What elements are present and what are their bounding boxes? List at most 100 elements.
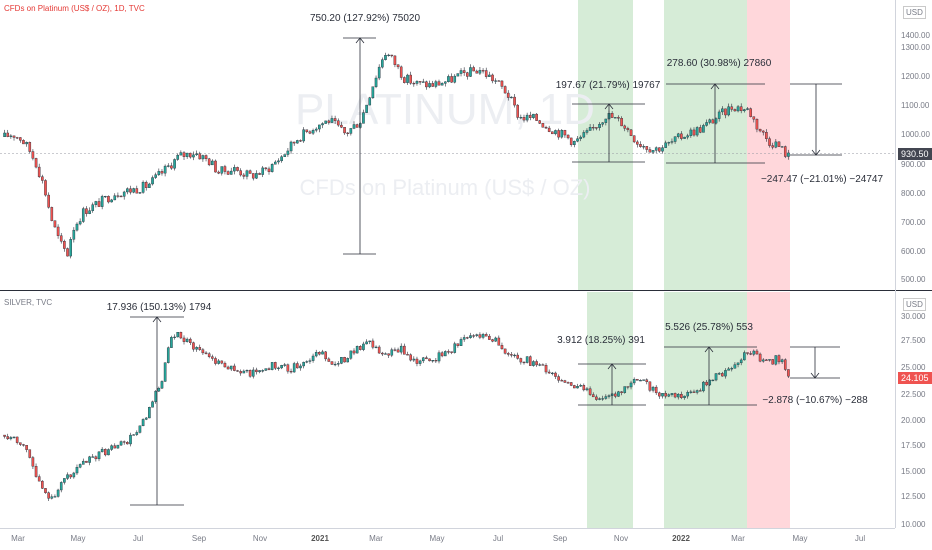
silver-candle-body xyxy=(645,379,649,383)
platinum-candle-body xyxy=(100,196,104,207)
green-zone-1-top xyxy=(578,0,633,290)
platinum-price-axis: 500.00 600.00 700.00 800.00 900.00 1000.… xyxy=(901,31,930,284)
platinum-candle-body xyxy=(752,116,756,120)
platinum-candle-body xyxy=(730,106,734,110)
platinum-candle-body xyxy=(166,165,170,167)
platinum-candle-body xyxy=(264,167,268,170)
silver-candle-body xyxy=(500,345,504,350)
platinum-candle-body xyxy=(251,173,255,179)
platinum-measure-4[interactable] xyxy=(790,83,842,156)
platinum-candle-body xyxy=(286,150,290,155)
platinum-candle-body xyxy=(447,76,450,83)
platinum-candle-body xyxy=(72,229,76,240)
platinum-candle-body xyxy=(229,170,233,175)
platinum-candle-body xyxy=(613,117,617,119)
silver-candle-body xyxy=(368,340,372,343)
green-zone-1-bottom xyxy=(587,292,633,528)
silver-candle-body xyxy=(280,365,283,369)
platinum-measure-1[interactable] xyxy=(343,37,376,255)
platinum-candle-body xyxy=(211,160,214,166)
silver-candle-body xyxy=(535,361,538,366)
silver-candle-body xyxy=(591,394,595,398)
platinum-candle-body xyxy=(497,80,501,82)
silver-candle-body xyxy=(340,357,343,364)
silver-measure-1[interactable] xyxy=(130,316,184,506)
silver-candle-body xyxy=(22,444,25,446)
silver-candle-body xyxy=(261,370,265,372)
silver-candle-body xyxy=(50,496,54,499)
platinum-candle-body xyxy=(727,106,730,116)
silver-candle-body xyxy=(129,434,132,445)
silver-candle-body xyxy=(170,337,173,348)
silver-candle-body xyxy=(248,370,252,377)
silver-candle-body xyxy=(387,353,390,356)
platinum-tick-1000: 1000.00 xyxy=(901,130,930,139)
platinum-candle-body xyxy=(560,130,564,138)
silver-candle-body xyxy=(377,346,381,354)
silver-candle-body xyxy=(390,349,394,356)
silver-candle-body xyxy=(717,373,721,375)
platinum-candle-body xyxy=(705,122,708,126)
platinum-candle-body xyxy=(658,147,661,152)
platinum-measure-2[interactable] xyxy=(572,103,645,163)
platinum-candle-body xyxy=(19,137,22,141)
platinum-candle-body xyxy=(667,142,671,144)
silver-candle-body xyxy=(176,331,180,338)
silver-candle-body xyxy=(447,351,450,353)
platinum-measure-3-label: 278.60 (30.98%) 27860 xyxy=(667,58,772,69)
platinum-candle-body xyxy=(617,117,620,119)
platinum-candle-body xyxy=(50,207,54,221)
silver-candle-body xyxy=(421,357,425,362)
silver-candle-body xyxy=(352,350,356,354)
silver-candle-body xyxy=(119,441,123,446)
silver-candle-body xyxy=(116,444,120,449)
platinum-measure-1-label: 750.20 (127.92%) 75020 xyxy=(310,13,421,24)
silver-candle-body xyxy=(749,353,752,355)
silver-measure-3[interactable] xyxy=(664,346,757,406)
silver-candle-body xyxy=(239,371,242,374)
silver-candle-body xyxy=(632,378,636,384)
silver-measure-2[interactable] xyxy=(578,363,646,406)
platinum-candle-body xyxy=(648,149,652,153)
platinum-candle-body xyxy=(544,127,548,129)
silver-candle-body xyxy=(185,338,189,342)
platinum-candle-body xyxy=(591,127,595,129)
platinum-measure-3[interactable] xyxy=(666,83,765,164)
platinum-candle-body xyxy=(245,170,249,177)
silver-tick-17-5: 17.500 xyxy=(901,441,926,450)
silver-candle-body xyxy=(110,445,113,450)
platinum-candle-body xyxy=(15,137,19,139)
time-label-2022: 2022 xyxy=(672,534,690,543)
silver-candle-body xyxy=(676,394,680,398)
platinum-candle-body xyxy=(469,67,472,77)
platinum-candle-body xyxy=(661,147,664,152)
silver-candle-body xyxy=(746,352,749,354)
platinum-candle-body xyxy=(207,158,211,166)
silver-candle-body xyxy=(141,419,145,427)
platinum-candle-body xyxy=(601,122,604,125)
silver-candle-body xyxy=(459,339,463,346)
platinum-candle-body xyxy=(478,70,482,74)
silver-currency-badge[interactable]: USD xyxy=(903,298,926,311)
silver-candle-body xyxy=(491,339,494,342)
silver-candle-body xyxy=(409,354,412,361)
platinum-candle-body xyxy=(765,132,768,139)
platinum-candle-body xyxy=(242,174,246,177)
silver-candle-body xyxy=(113,445,117,449)
silver-measure-4[interactable] xyxy=(790,346,840,379)
platinum-candle-body xyxy=(425,81,428,88)
platinum-candle-body xyxy=(787,152,790,157)
platinum-candle-body xyxy=(689,129,693,136)
silver-candle-body xyxy=(207,353,211,357)
silver-candle-body xyxy=(522,361,526,364)
silver-candle-body xyxy=(204,352,208,354)
silver-candle-body xyxy=(6,436,10,440)
time-label-mar-2022: Mar xyxy=(731,534,745,543)
silver-candle-body xyxy=(242,370,246,374)
platinum-candle-body xyxy=(258,173,261,175)
silver-candle-body xyxy=(399,345,403,353)
platinum-currency-badge[interactable]: USD xyxy=(903,6,926,19)
platinum-candle-body xyxy=(755,118,759,130)
silver-candle-body xyxy=(667,394,671,397)
